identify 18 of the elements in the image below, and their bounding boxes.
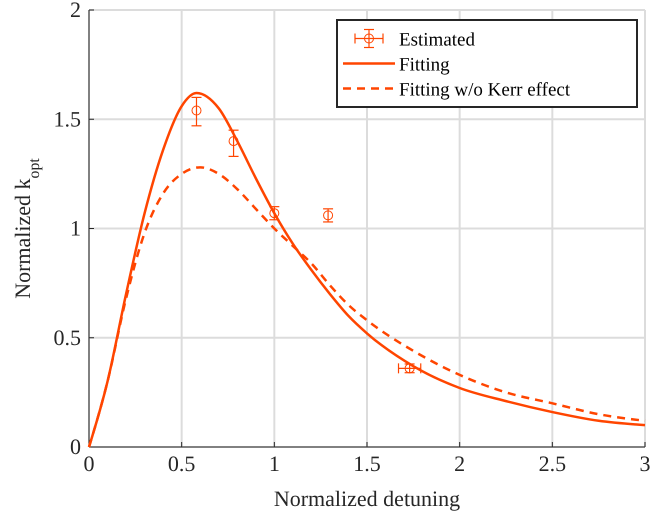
x-tick-label: 2.5 bbox=[538, 451, 566, 476]
point bbox=[228, 136, 239, 146]
x-tick-label: 1.5 bbox=[353, 451, 381, 476]
y-tick-label: 0.5 bbox=[54, 324, 81, 350]
legend-label: Fitting w/o Kerr effect bbox=[399, 80, 571, 100]
y-tick-label: 2 bbox=[70, 0, 81, 22]
y-tick-label: 1 bbox=[70, 216, 81, 240]
x-tick-label: 3 bbox=[640, 451, 650, 476]
y-tick-label: 0 bbox=[70, 434, 81, 459]
point bbox=[323, 210, 334, 220]
legend-label: Fitting bbox=[399, 54, 450, 76]
x-axis-title: Normalized detuning bbox=[274, 486, 460, 511]
y-tick-label: 1.5 bbox=[54, 106, 81, 132]
x-tick-label: 2 bbox=[454, 451, 466, 476]
point bbox=[191, 106, 202, 116]
legend-label: Estimated bbox=[399, 30, 476, 50]
x-tick-label: 0.5 bbox=[168, 451, 196, 476]
x-tick-label: 1 bbox=[268, 451, 280, 476]
